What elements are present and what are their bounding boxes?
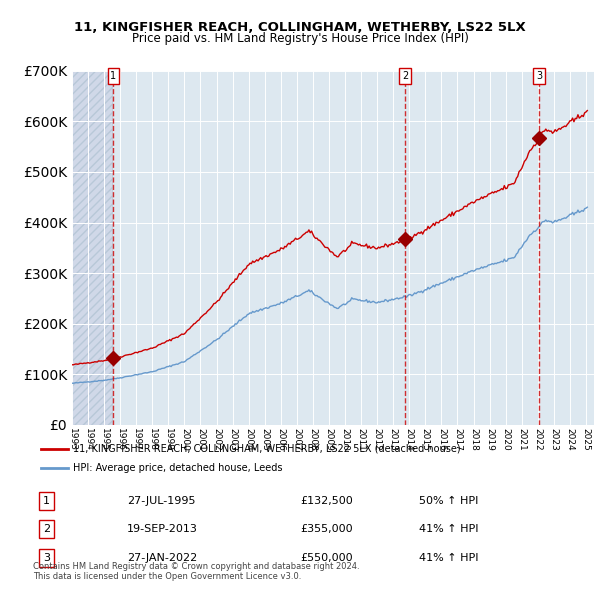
Text: 50% ↑ HPI: 50% ↑ HPI xyxy=(419,496,478,506)
Text: 2: 2 xyxy=(43,525,50,535)
Text: Contains HM Land Registry data © Crown copyright and database right 2024.
This d: Contains HM Land Registry data © Crown c… xyxy=(33,562,359,581)
Text: 1: 1 xyxy=(43,496,50,506)
Text: 11, KINGFISHER REACH, COLLINGHAM, WETHERBY, LS22 5LX: 11, KINGFISHER REACH, COLLINGHAM, WETHER… xyxy=(74,21,526,34)
Text: 11, KINGFISHER REACH, COLLINGHAM, WETHERBY, LS22 5LX (detached house): 11, KINGFISHER REACH, COLLINGHAM, WETHER… xyxy=(73,444,461,454)
Text: 19-SEP-2013: 19-SEP-2013 xyxy=(127,525,198,535)
Text: HPI: Average price, detached house, Leeds: HPI: Average price, detached house, Leed… xyxy=(73,464,283,473)
Text: 27-JUL-1995: 27-JUL-1995 xyxy=(127,496,196,506)
Text: 41% ↑ HPI: 41% ↑ HPI xyxy=(419,525,478,535)
Text: £132,500: £132,500 xyxy=(300,496,353,506)
Text: 27-JAN-2022: 27-JAN-2022 xyxy=(127,553,197,563)
Text: 3: 3 xyxy=(536,71,542,81)
Text: Price paid vs. HM Land Registry's House Price Index (HPI): Price paid vs. HM Land Registry's House … xyxy=(131,32,469,45)
Text: 2: 2 xyxy=(402,71,409,81)
Text: 3: 3 xyxy=(43,553,50,563)
Text: 1: 1 xyxy=(110,71,116,81)
Bar xyxy=(72,71,112,425)
Text: £355,000: £355,000 xyxy=(300,525,353,535)
Text: 41% ↑ HPI: 41% ↑ HPI xyxy=(419,553,478,563)
Text: £550,000: £550,000 xyxy=(300,553,353,563)
